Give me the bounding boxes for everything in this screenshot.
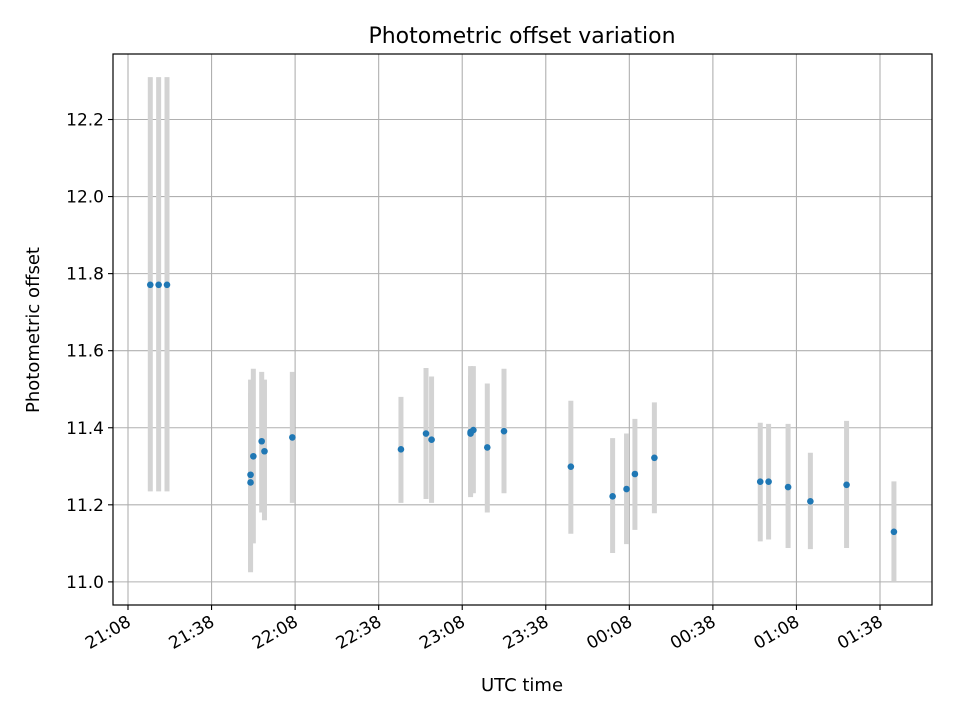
data-point [567,463,575,470]
y-tick-label: 11.0 [66,573,104,593]
x-axis-label: UTC time [481,675,563,696]
data-point [807,498,814,505]
data-point [500,427,508,435]
chart-title: Photometric offset variation [368,24,675,49]
data-point [470,426,477,434]
data-point [428,436,435,444]
data-point [155,281,162,289]
y-tick-label: 11.6 [66,342,104,362]
y-axis: 11.0 11.2 11.4 11.6 11.8 12.0 12.2 [66,111,113,593]
data-point [163,281,171,289]
y-tick-label: 11.2 [66,496,104,516]
y-axis-label: Photometric offset [23,247,44,413]
grid [113,54,932,605]
data-point [756,478,764,485]
y-tick-label: 11.4 [66,419,104,439]
y-tick-label: 11.8 [66,265,104,285]
data-point [146,281,154,289]
data-points [146,281,898,536]
data-point [843,481,850,489]
data-point [651,454,658,462]
data-point [289,434,296,441]
data-point [765,478,772,485]
data-point [397,446,405,453]
data-point [784,483,792,491]
data-point [631,470,639,478]
data-point [247,479,254,486]
data-point [422,430,430,437]
data-point [247,471,254,479]
y-tick-label: 12.0 [66,188,104,208]
data-point [623,485,630,493]
data-point [261,447,268,455]
data-point [483,444,491,451]
y-tick-label: 12.2 [66,111,104,131]
data-point [250,452,257,460]
data-point [258,437,265,445]
data-point [609,493,616,500]
plot-frame [112,53,933,606]
data-point [890,528,898,536]
